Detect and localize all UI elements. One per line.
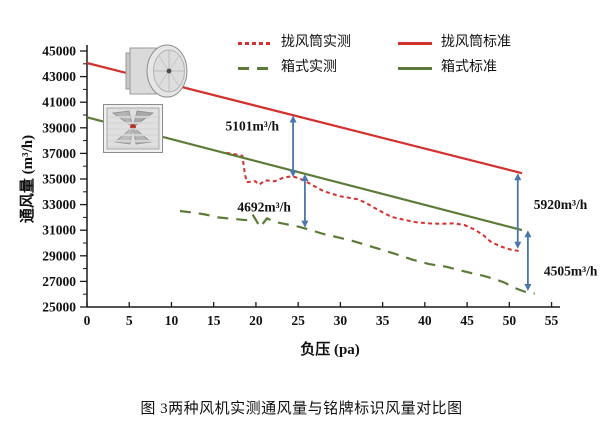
y-tick-label: 33000 xyxy=(42,197,76,212)
box-fan-photo xyxy=(103,104,163,158)
arrow-head-down-icon xyxy=(301,220,309,228)
arrow-head-up-icon xyxy=(301,174,309,182)
y-axis-title: 通风量 (m³/h) xyxy=(19,135,36,223)
x-axis-title: 负压 (pa) xyxy=(300,340,360,358)
y-tick-label: 43000 xyxy=(42,69,76,84)
x-tick-label: 5 xyxy=(126,313,133,328)
arrow-head-up-icon xyxy=(514,173,522,181)
y-tick-label: 45000 xyxy=(42,44,76,59)
x-tick-label: 45 xyxy=(460,313,474,328)
chart-canvas: 25000 27000 29000 31000 33000 35000 37000 39000… xyxy=(19,44,598,359)
legend-line-sample-solid-red xyxy=(398,41,432,45)
x-tick-label: 40 xyxy=(418,313,432,328)
cone-fan-photo xyxy=(124,39,190,106)
y-tick-label: 29000 xyxy=(42,248,76,263)
legend-line-sample-dashed-green xyxy=(238,66,272,70)
legend-item-box-measured: 箱式实测 xyxy=(238,61,398,75)
x-tick-label: 10 xyxy=(165,313,179,328)
arrow-head-down-icon xyxy=(289,170,297,178)
annotation-label-1: 4692m³/h xyxy=(237,199,291,214)
y-tick-label: 35000 xyxy=(42,172,76,187)
legend-line-sample-dotted-red xyxy=(238,41,272,45)
legend-label: 箱式实测 xyxy=(281,60,337,75)
x-tick-label: 25 xyxy=(291,313,305,328)
arrow-head-down-icon xyxy=(524,284,532,291)
series-line-2 xyxy=(179,209,535,295)
x-tick-label: 0 xyxy=(84,313,91,328)
y-tick-label: 31000 xyxy=(42,223,76,238)
y-tick-label: 27000 xyxy=(42,274,76,289)
y-tick-label: 41000 xyxy=(42,95,76,110)
legend-label: 拢风筒标准 xyxy=(441,35,511,50)
y-tick-label: 39000 xyxy=(42,120,76,135)
legend-label: 箱式标准 xyxy=(441,60,497,75)
legend-label: 拢风筒实测 xyxy=(281,35,351,50)
annotation-label-3: 4505m³/h xyxy=(544,264,598,279)
x-tick-label: 15 xyxy=(207,313,221,328)
box-fan-icon xyxy=(103,104,163,153)
annotation-label-2: 5920m³/h xyxy=(534,197,588,212)
figure-caption: 图 3两种风机实测通风量与铭牌标识风量对比图 xyxy=(140,401,463,417)
x-tick-label: 55 xyxy=(545,313,559,328)
arrow-head-up-icon xyxy=(289,115,297,123)
arrow-head-up-icon xyxy=(524,230,532,238)
x-tick-label: 30 xyxy=(334,313,348,328)
series-line-0 xyxy=(226,151,521,253)
legend-item-cone-standard: 拢风筒标准 xyxy=(398,36,578,50)
legend-line-sample-solid-green xyxy=(398,66,432,70)
legend-item-box-standard: 箱式标准 xyxy=(398,61,578,75)
y-tick-label: 25000 xyxy=(42,300,76,315)
cone-fan-icon xyxy=(125,44,188,98)
x-tick-label: 35 xyxy=(376,313,390,328)
x-tick-label: 20 xyxy=(249,313,263,328)
annotation-label-0: 5101m³/h xyxy=(226,119,280,134)
chart-legend: 拢风筒实测 拢风筒标准 箱式实测 箱式标准 xyxy=(238,36,578,75)
legend-item-cone-measured: 拢风筒实测 xyxy=(238,36,398,50)
y-tick-label: 37000 xyxy=(42,146,76,161)
arrow-head-down-icon xyxy=(514,241,522,249)
x-tick-label: 50 xyxy=(503,313,517,328)
